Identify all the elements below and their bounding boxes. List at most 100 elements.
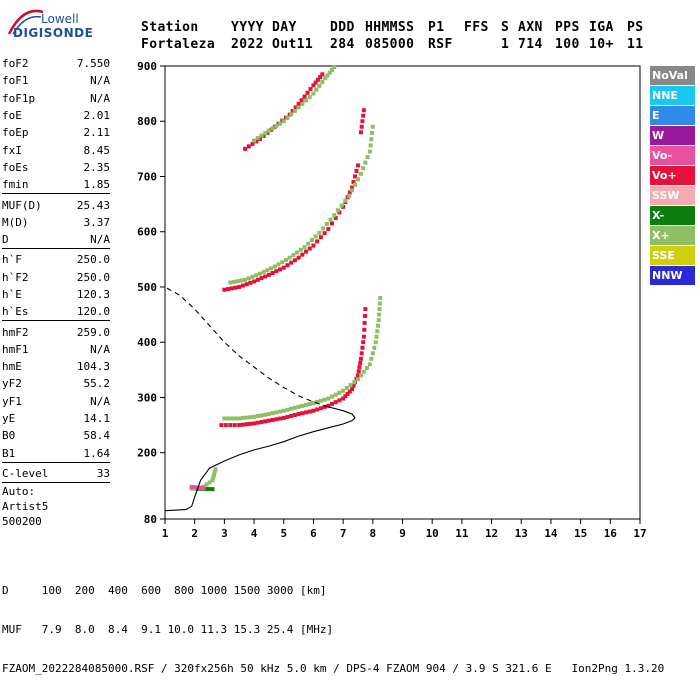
- param-row: yE 14.1: [2, 410, 110, 427]
- echo-point-x-: [347, 193, 352, 198]
- echo-point-vo-: [351, 180, 356, 185]
- param-row: C-level 33: [2, 465, 110, 482]
- x-tick-label: 15: [574, 527, 587, 540]
- echo-point-x-: [280, 260, 285, 265]
- y-tick-label: 80: [144, 513, 157, 526]
- x-tick-label: 17: [633, 527, 646, 540]
- x-tick-label: 9: [399, 527, 406, 540]
- echo-point-x-: [289, 112, 294, 117]
- echo-point-x-: [204, 482, 209, 487]
- logo-lowell: Lowell: [41, 12, 79, 26]
- param-value: N/A: [90, 74, 110, 88]
- echo-point-x-: [363, 160, 368, 165]
- echo-point-x-: [252, 414, 257, 419]
- echo-point-vo-: [278, 416, 283, 421]
- param-value: 104.3: [76, 360, 110, 374]
- echo-point-x-: [237, 416, 242, 421]
- echo-point-vo-: [281, 415, 286, 420]
- param-row: MUF(D) 25.43: [2, 196, 110, 213]
- echo-point-x-: [283, 257, 288, 262]
- echo-point-vo-: [360, 345, 365, 350]
- header-label-3: DDD: [330, 20, 355, 35]
- echo-point-x-: [358, 373, 363, 378]
- echo-point-vo-: [363, 313, 368, 318]
- y-tick-label: 200: [137, 447, 157, 460]
- echo-point-x-: [327, 70, 332, 75]
- echo-point-x-: [281, 119, 286, 124]
- echo-point-vo-: [278, 267, 283, 272]
- echo-point-x-: [328, 217, 333, 222]
- echo-point-vo-: [315, 77, 320, 82]
- echo-point-x-: [377, 312, 382, 317]
- y-tick-label: 900: [137, 60, 157, 73]
- header-label-11: PS: [627, 20, 644, 35]
- echo-point-x-: [266, 128, 271, 133]
- param-name: foF1: [2, 74, 29, 88]
- echo-point-vo-: [258, 136, 262, 141]
- echo-point-x-: [341, 388, 346, 393]
- param-value: 58.4: [83, 429, 111, 443]
- legend-item-noval: NoVal: [650, 66, 695, 86]
- header-value-10: 10+: [589, 37, 614, 52]
- echo-point-vo-: [259, 276, 264, 281]
- echo-point-x-: [361, 369, 366, 374]
- echo-point-vo-: [318, 406, 323, 411]
- echo-point-x-: [270, 126, 275, 131]
- echo-point-x-: [235, 279, 240, 284]
- param-row: h`F2 250.0: [2, 269, 110, 286]
- echo-point-x-: [210, 487, 215, 492]
- echo-point-vo-: [290, 109, 295, 114]
- echo-point-vo-: [311, 408, 316, 413]
- x-tick-label: 13: [515, 527, 528, 540]
- echo-point-vo-: [358, 356, 363, 361]
- echo-point-x-: [259, 413, 264, 418]
- param-name: B1: [2, 446, 16, 460]
- header-value-8: 714: [518, 37, 543, 52]
- header-value-9: 100: [555, 37, 580, 52]
- param-name: fmin: [2, 178, 29, 192]
- artist-version: Artist5: [2, 500, 49, 513]
- echo-point-vo-: [311, 83, 316, 88]
- echo-point-x-: [250, 274, 255, 279]
- param-row: hmF2 259.0: [2, 323, 110, 340]
- x-tick-label: 3: [221, 527, 228, 540]
- echo-point-x-: [292, 405, 297, 410]
- param-row: fmin 1.85: [2, 176, 110, 193]
- legend: NoVal NNE E W Vo- Vo+ SSW X- X+ SSE NNW: [650, 66, 695, 286]
- echo-point-x-: [296, 105, 301, 110]
- param-name: fxI: [2, 143, 22, 157]
- echo-point-x-: [332, 213, 337, 218]
- ionogram-chart: 1 2 3 4 5 6 7 8 9 10 11 12 13 14 15 16 17802003004005006…: [137, 60, 647, 540]
- echo-point-x-: [355, 377, 360, 382]
- header-value-11: 11: [627, 37, 644, 52]
- echo-point-x-: [272, 264, 277, 269]
- param-value: 7.550: [76, 57, 110, 71]
- echo-point-vo-: [292, 413, 297, 418]
- echo-point-vo-: [219, 423, 224, 428]
- echo-point-vo-: [201, 486, 206, 491]
- auto-label: Auto:: [2, 485, 36, 498]
- echo-point-vo-: [354, 168, 359, 173]
- echo-point-x-: [222, 416, 227, 421]
- param-value: 2.01: [83, 109, 111, 123]
- echo-point-x-: [252, 138, 257, 143]
- echo-point-x-: [274, 123, 279, 128]
- echo-point-vo-: [360, 119, 365, 124]
- logo-digisonde: DIGISONDE: [13, 26, 94, 40]
- x-tick-label: 6: [310, 527, 317, 540]
- echo-point-vo-: [345, 391, 350, 396]
- param-name: C-level: [2, 466, 49, 480]
- echo-point-vo-: [223, 423, 228, 428]
- echo-point-x-: [261, 269, 266, 274]
- echo-point-vo-: [329, 401, 334, 406]
- echo-point-x-: [266, 412, 271, 417]
- x-tick-label: 16: [604, 527, 618, 540]
- echo-point-x-: [255, 136, 260, 141]
- echo-point-vo-: [322, 404, 327, 409]
- echo-point-vo-: [305, 90, 310, 95]
- echo-point-x-: [274, 410, 279, 415]
- x-tick-label: 4: [251, 527, 258, 540]
- echo-point-vo-: [285, 414, 290, 419]
- param-row: fxI 8.45: [2, 141, 110, 158]
- y-tick-label: 800: [137, 115, 157, 128]
